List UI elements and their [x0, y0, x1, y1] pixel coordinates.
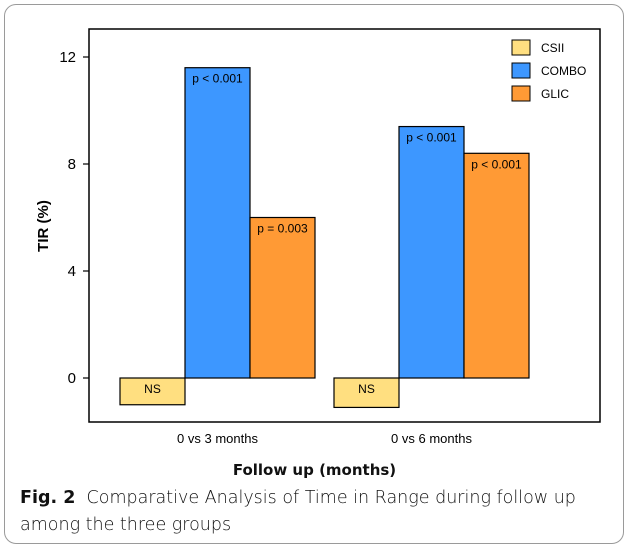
legend-label: GLIC	[541, 87, 569, 101]
bar-combo	[184, 67, 251, 379]
y-tick-label: 8	[68, 156, 76, 173]
legend-swatch-glic	[511, 85, 531, 102]
bar-data-label: NS	[358, 382, 375, 396]
bars-group: NS p < 0.001 p = 0.003 NS p < 0.001 p < 0.001	[119, 67, 530, 409]
x-axis-title: Follow up (months)	[232, 461, 397, 479]
bar-data-label: NS	[144, 382, 161, 396]
bar-data-label: p < 0.001	[406, 131, 457, 145]
figure-caption: Fig. 2 Comparative Analysis of Time in R…	[20, 485, 615, 539]
x-axis-tick-labels: 0 vs 3 months 0 vs 6 months	[177, 431, 472, 446]
bar-data-label: p = 0.003	[257, 222, 308, 236]
bar-glic	[463, 152, 530, 379]
legend-label: COMBO	[541, 64, 586, 78]
bar-combo	[398, 125, 465, 379]
legend-swatch-combo	[511, 62, 531, 79]
x-tick-label: 0 vs 3 months	[177, 431, 258, 446]
caption-text: Comparative Analysis of Time in Range du…	[20, 488, 576, 535]
legend: CSII COMBO GLIC	[511, 39, 586, 102]
y-axis: 0 4 8 12	[59, 49, 89, 387]
legend-label: CSII	[541, 41, 564, 55]
caption-label: Fig. 2	[20, 488, 76, 508]
y-axis-label: TIR (%)	[35, 200, 52, 252]
legend-swatch-csii	[511, 39, 531, 56]
bar-data-label: p < 0.001	[471, 157, 522, 171]
x-tick-label: 0 vs 6 months	[391, 431, 472, 446]
y-tick-label: 4	[68, 263, 76, 280]
figure-frame	[4, 4, 624, 544]
bar-glic	[249, 216, 316, 379]
plot-area	[88, 28, 601, 423]
bar-csii	[333, 377, 400, 409]
bar-csii	[119, 377, 186, 406]
y-tick-label: 0	[68, 370, 76, 387]
bar-data-label: p < 0.001	[192, 72, 243, 86]
bar-chart: 0 4 8 12 NS p < 0.001 p = 0.003 NS p < 0.001 p <…	[35, 28, 601, 446]
y-tick-label: 12	[59, 49, 76, 66]
